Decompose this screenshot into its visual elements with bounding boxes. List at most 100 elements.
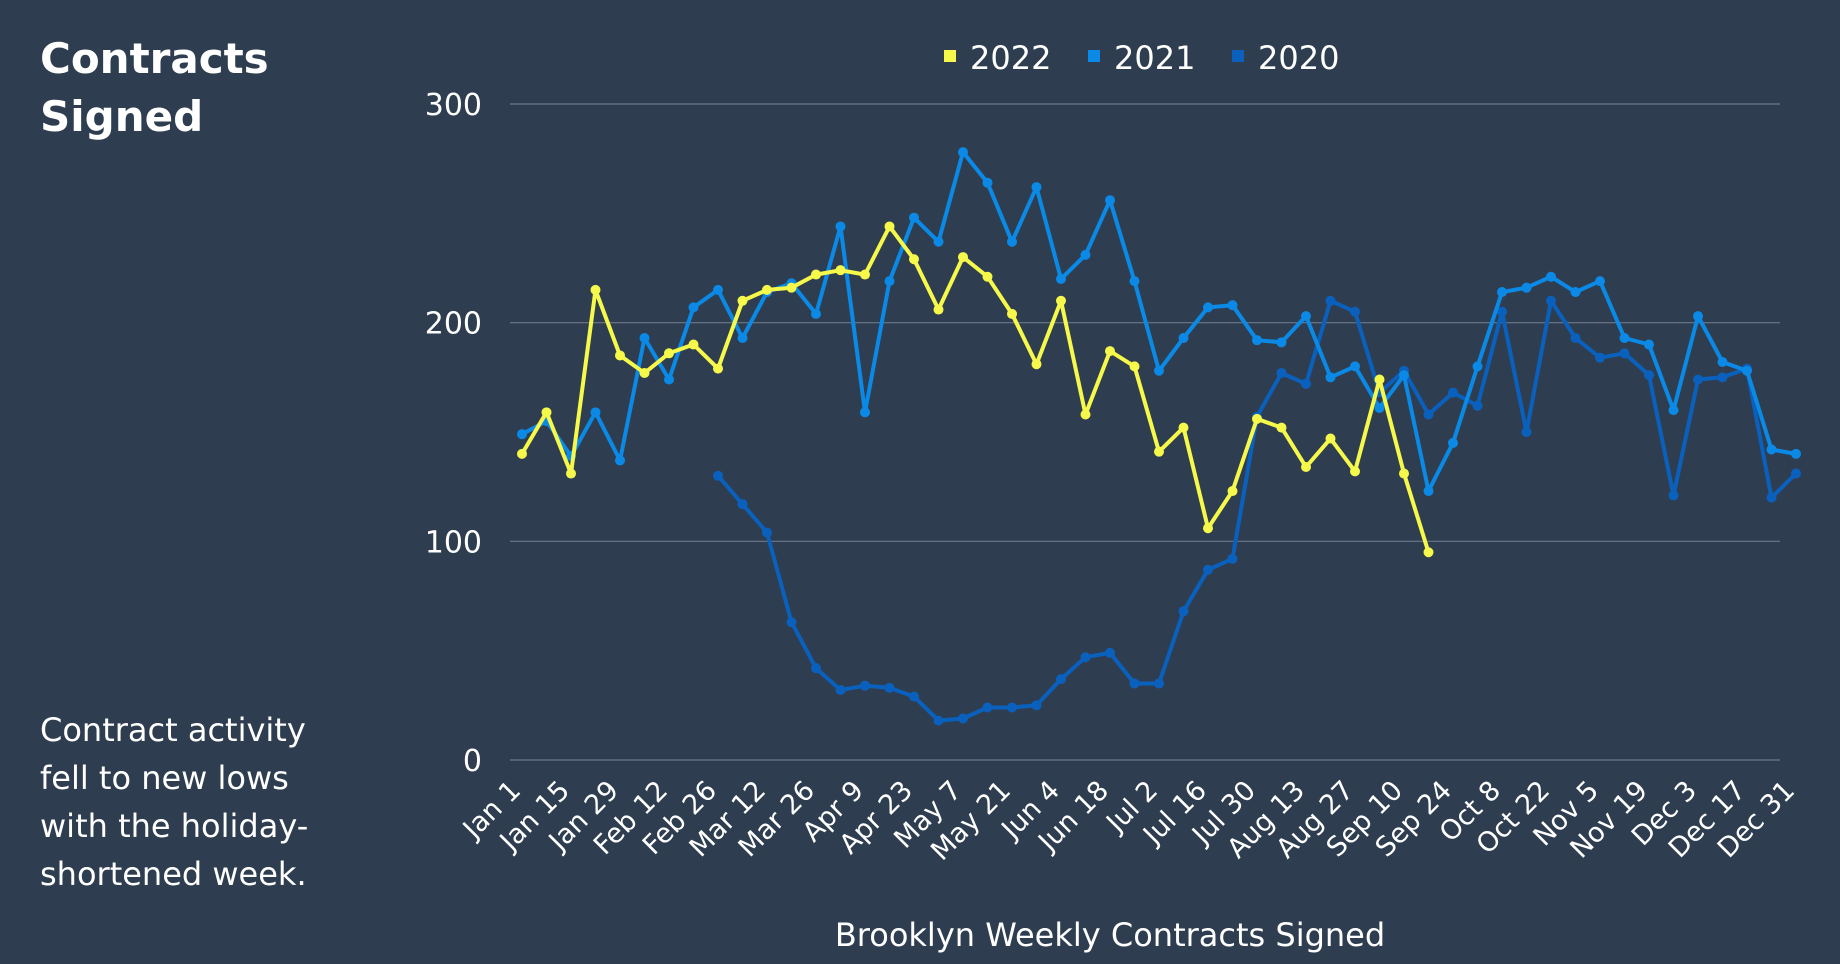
x-axis-label: Brooklyn Weekly Contracts Signed [835,916,1385,954]
data-point [541,407,552,418]
data-point [1668,405,1679,416]
data-point [615,455,625,466]
data-point [1644,370,1654,381]
data-point [909,254,919,265]
data-point [1374,402,1385,413]
data-point [1693,311,1703,322]
data-point [1791,448,1801,459]
data-point [1325,433,1336,444]
data-point [1644,339,1654,350]
series-line-2020 [716,298,1798,723]
data-point [1252,413,1262,424]
data-point [590,407,601,418]
data-point [884,682,895,693]
legend-item-2021: 2021 [1088,39,1195,77]
data-point [1423,409,1434,420]
data-point [1105,647,1115,658]
data-point [1007,308,1017,319]
data-point [1129,276,1140,287]
data-point [1399,468,1409,479]
data-point [1399,370,1409,381]
data-point [762,284,772,295]
data-point [1374,374,1385,385]
data-point [1350,466,1360,477]
legend-swatch [1088,50,1100,62]
data-point [811,663,821,674]
data-point [1203,523,1213,534]
data-point [1350,361,1360,372]
data-point [1031,700,1042,711]
chart-annotation: Contract activity fell to new lows with … [40,711,309,893]
y-axis-ticks: 0 100 200 300 [425,88,482,779]
data-point [1129,678,1140,689]
data-point [664,374,674,385]
legend-swatch [944,50,956,62]
legend-label: 2022 [970,39,1051,77]
data-point [639,332,650,343]
data-point [517,429,527,440]
data-point [933,715,944,726]
data-point [1619,332,1630,343]
data-point [958,252,968,263]
page-title: Contracts Signed [40,34,269,141]
data-point [1521,427,1532,437]
grid-lines [510,103,1780,761]
data-point [1080,409,1091,420]
data-point [933,304,944,315]
data-point [1546,271,1556,282]
data-point [1448,387,1458,398]
data-point [1693,374,1703,385]
series-2021 [517,147,1801,497]
data-point [1325,295,1336,306]
data-point [982,702,993,713]
data-point [1350,306,1360,317]
data-point [737,332,748,343]
data-point [909,212,919,223]
data-point [1178,606,1189,617]
data-point [1276,337,1287,348]
data-point [1472,361,1483,372]
data-point [1203,564,1213,575]
data-point [713,470,723,481]
data-point [933,236,944,247]
data-point [1423,547,1434,558]
data-point [1203,302,1213,313]
data-point [590,284,601,295]
data-point [1031,182,1042,193]
data-point [835,685,846,696]
data-point [1619,348,1630,359]
data-point [884,276,895,287]
data-point [1766,492,1777,503]
data-point [835,221,846,232]
data-point [762,527,772,538]
data-point [835,265,846,276]
data-point [1007,702,1017,713]
data-point [1227,553,1238,564]
data-point [1276,422,1287,433]
data-point [713,284,723,295]
series-line-2021 [521,150,1797,493]
legend-label: 2021 [1114,39,1195,77]
data-point [884,221,895,232]
data-point [786,617,797,628]
data-point [664,348,674,359]
data-point [1472,400,1483,411]
data-point [1521,282,1532,293]
legend-label: 2020 [1258,39,1339,77]
data-point [1276,367,1287,378]
data-point [1301,378,1311,389]
data-point [1252,335,1262,346]
data-point [958,147,968,158]
data-point [1791,468,1801,479]
data-point [1717,357,1728,368]
data-point [860,407,870,418]
data-point [688,302,699,313]
legend-item-2020: 2020 [1232,39,1339,77]
legend-item-2022: 2022 [944,39,1051,77]
data-point [1056,295,1066,306]
data-point [1301,311,1311,322]
data-point [1007,236,1017,247]
data-point [566,468,576,479]
